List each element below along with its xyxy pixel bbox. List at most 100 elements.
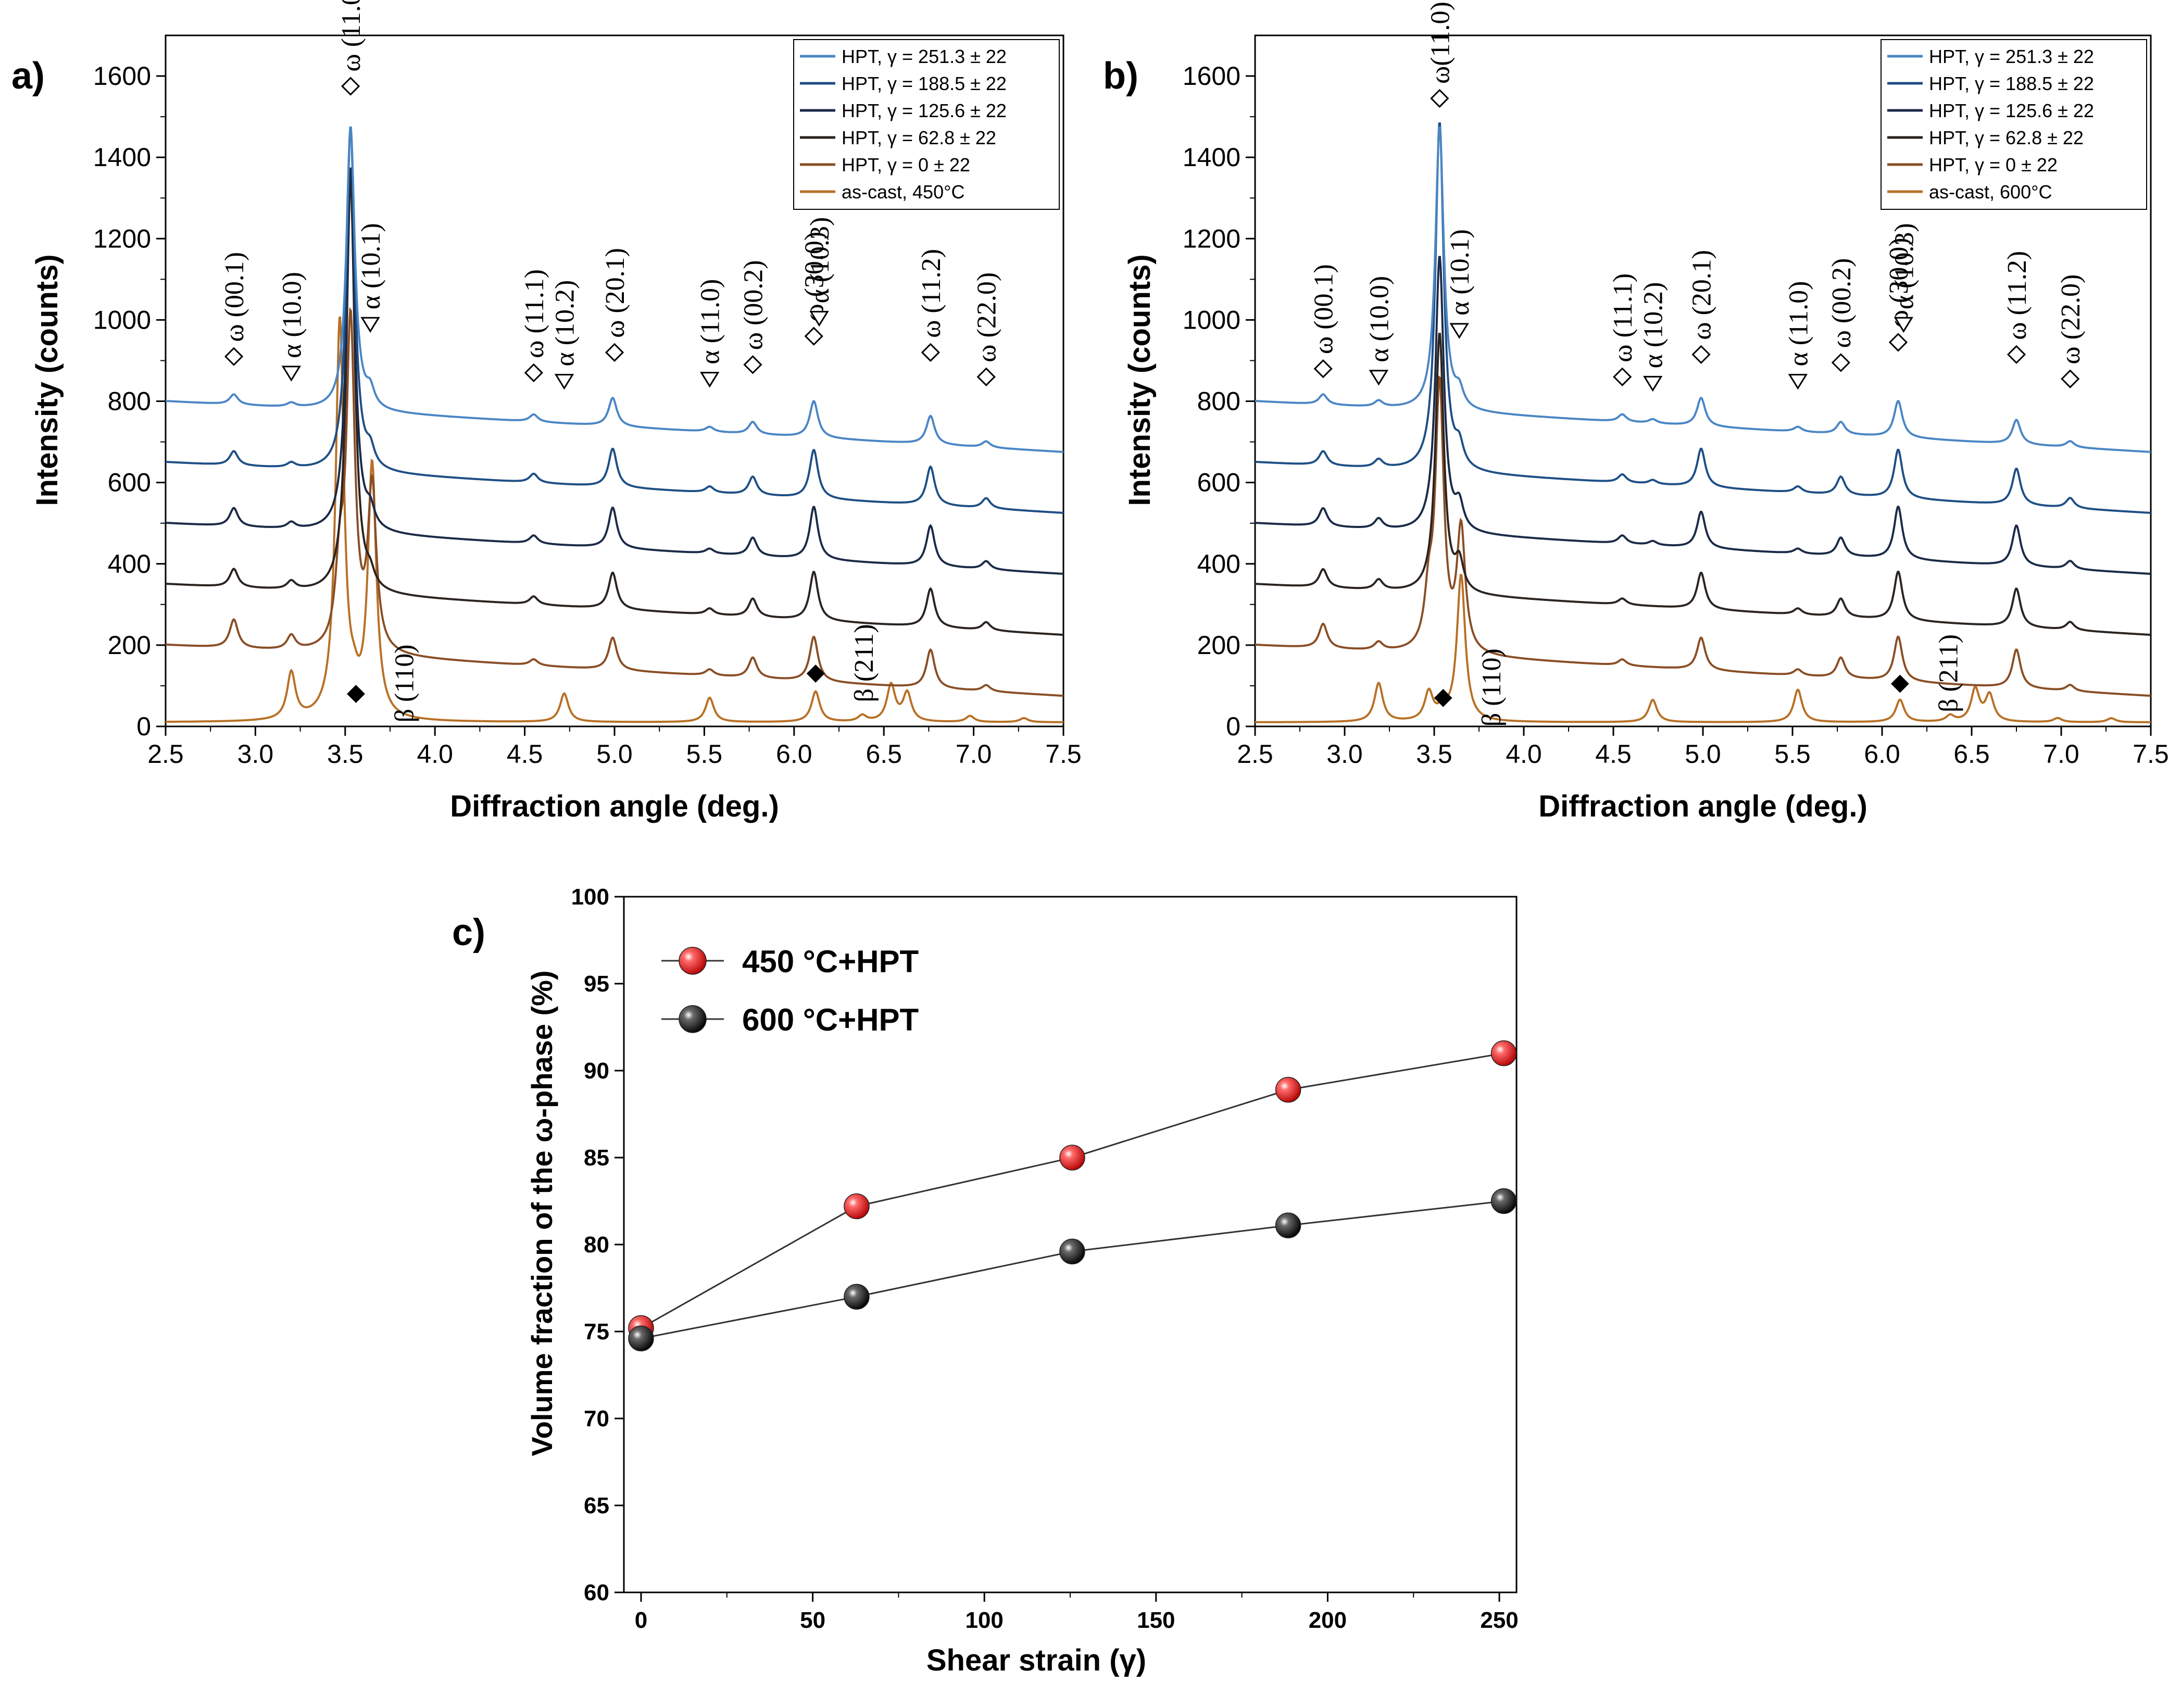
y-tick-label: 1200 [93,224,151,253]
peak-label: α (10.0) [277,272,307,358]
y-tick-label: 80 [584,1232,609,1258]
y-tick-label: 1000 [1183,305,1240,334]
peak-label: ω (11.1) [1608,273,1638,362]
series-line [166,167,1063,575]
peak-label: ω (11.1) [520,269,549,358]
x-tick-label: 250 [1480,1607,1518,1633]
data-point [1059,1238,1085,1265]
peak-label: β (110) [1477,648,1507,726]
x-tick-label: 150 [1137,1607,1175,1633]
y-tick-label: 95 [584,971,609,997]
legend-swatch-marker [679,1005,707,1033]
x-tick-label: 6.0 [1864,739,1900,769]
peak-label: β (211) [849,624,879,702]
peak-label: ω(11.0) + ω(10.1) [1425,0,1455,84]
y-tick-label: 600 [108,468,151,497]
panel-c-plot: 0 50 100 150 200 250 60 65 70 75 80 85 90 95 100 [571,884,1519,1633]
series-line [641,1200,1504,1339]
peak-diamond-marker [1430,89,1449,108]
data-point [1275,1076,1301,1103]
legend-entry-label: HPT, γ = 251.3 ± 22 [842,46,1007,67]
peak-filled-diamond-marker [1434,688,1452,707]
series-line [166,126,1063,453]
peak-label: ω (11.2) [917,249,946,338]
peak-label: ω (00.1) [220,252,249,342]
x-tick-label: 6.5 [1953,739,1990,769]
legend-swatch-marker [679,947,707,975]
series-line [166,127,1063,514]
panel-c-ylabel: Volume fraction of the ω-phase (%) [525,971,558,1456]
peak-label: ω (30.0) [1884,237,1914,328]
peak-label: ω (20.1) [1687,250,1717,340]
peak-label: ω (20.1) [600,248,630,338]
panel-a-legend: HPT, γ = 251.3 ± 22 HPT, γ = 188.5 ± 22 HP… [793,39,1060,210]
panel-c: c) 0 50 100 150 200 250 60 65 70 75 80 85 90 95 100 Sh… [452,884,1519,1677]
x-tick-label: 2.5 [147,739,184,769]
y-tick-label: 75 [584,1319,609,1345]
peak-triangle-marker [1369,370,1389,386]
legend-entry-label: HPT, γ = 0 ± 22 [1929,154,2058,175]
legend-box [1881,39,2147,210]
peak-label: ω (30.0) [800,232,830,322]
x-tick-label: 6.0 [776,739,812,769]
x-tick-label: 100 [965,1607,1003,1633]
peak-diamond-marker [743,355,762,374]
peak-triangle-marker [809,311,829,327]
panel-a: a) 2.5 3.0 3.5 4.0 4.5 5.0 5.5 6.0 6.5 7.0 7.5 0 200… [11,0,1082,823]
y-tick-label: 1200 [1183,224,1240,253]
series-group [166,126,1063,723]
x-tick-label: 4.5 [1595,739,1632,769]
peak-diamond-marker [1313,359,1333,379]
series-line [166,180,1063,636]
series-line [166,316,1063,723]
y-tick-label: 1600 [93,61,151,91]
y-tick-label: 800 [1197,387,1240,416]
x-tick-label: 7.5 [2133,739,2169,769]
peak-diamond-marker [804,326,823,346]
x-tick-label: 7.5 [1045,739,1082,769]
x-tick-label: 6.5 [866,739,902,769]
x-tick-label: 50 [800,1607,825,1633]
y-tick-label: 1400 [1183,143,1240,172]
panel-b-xlabel: Diffraction angle (deg.) [1538,789,1867,823]
legend-entry-label: as-cast, 600°C [1929,181,2052,203]
peak-diamond-marker [976,367,996,386]
series-line [641,1052,1504,1329]
panel-a-ylabel: Intensity (counts) [30,254,64,506]
panel-b-legend: HPT, γ = 251.3 ± 22 HPT, γ = 188.5 ± 22 HP… [1881,39,2147,210]
x-tick-label: 3.5 [327,739,364,769]
x-tick-label: 200 [1309,1607,1347,1633]
panel-a-plot: 2.5 3.0 3.5 4.0 4.5 5.0 5.5 6.0 6.5 7.0 7.5 0 200 400… [93,0,1082,769]
y-tick-label: 400 [1197,549,1240,579]
peak-diamond-marker [1691,345,1711,364]
peak-label: ω (11.2) [2002,251,2032,340]
legend-entry-label: HPT, γ = 188.5 ± 22 [842,73,1007,94]
x-tick-label: 0 [635,1607,647,1633]
series-line [1255,256,2151,575]
peak-triangle-marker [360,317,380,333]
y-tick-label: 400 [108,549,151,579]
data-point [628,1325,654,1352]
data-point [1059,1145,1085,1171]
panel-b: b) 2.5 3.0 3.5 4.0 4.5 5.0 5.5 6.0 6.5 7.0 7.5 0 200… [1103,0,2169,823]
y-tick-label: 60 [584,1580,609,1605]
y-tick-label: 800 [108,387,151,416]
peak-filled-diamond-marker [806,664,825,683]
peak-label: α (10.2) [1639,282,1669,369]
peak-diamond-marker [921,343,940,362]
peak-triangle-marker [1894,317,1913,333]
x-tick-label: 2.5 [1237,739,1273,769]
peak-diamond-marker [1831,353,1851,372]
peak-label: α (10.0) [1364,276,1394,362]
x-tick-label: 5.5 [686,739,723,769]
peak-diamond-marker [1613,367,1632,386]
x-tick-label: 5.0 [1685,739,1721,769]
y-tick-label: 200 [1197,631,1240,660]
legend-entry-label: HPT, γ = 0 ± 22 [842,154,970,175]
y-tick-label: 90 [584,1058,609,1084]
peak-label: β (211) [1934,634,1963,712]
y-tick-label: 0 [136,712,151,741]
peak-label: α (10.1) [1445,229,1475,316]
x-tick-label: 5.5 [1774,739,1811,769]
